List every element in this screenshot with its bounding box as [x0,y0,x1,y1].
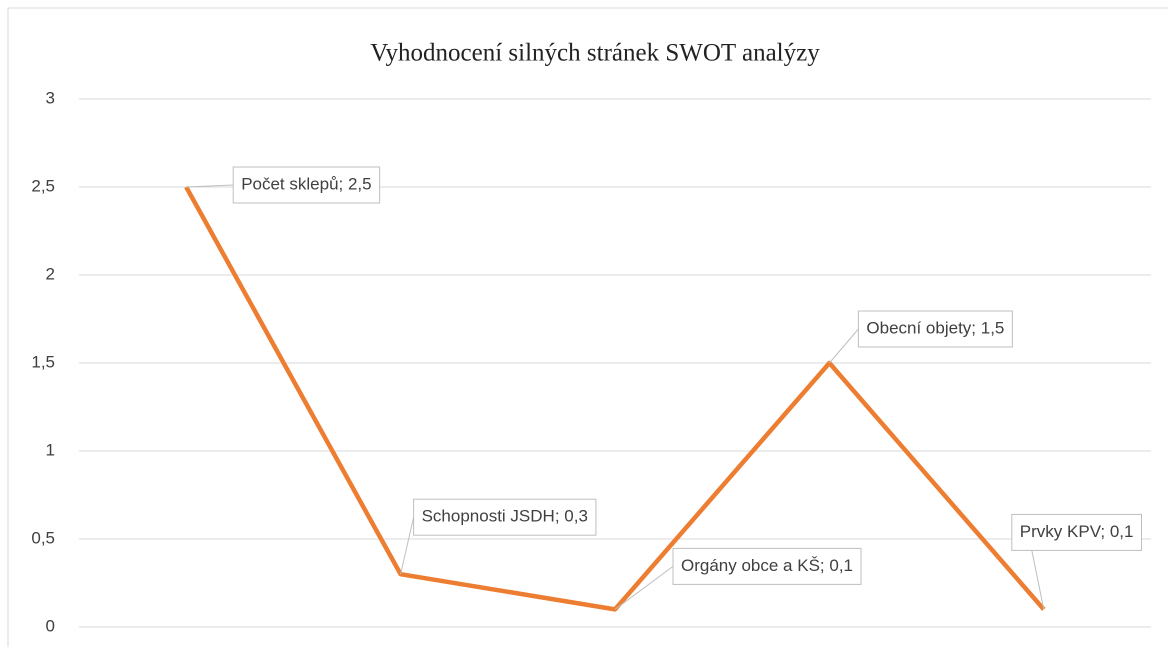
callout-line [614,565,674,610]
data-label: Schopnosti JSDH; 0,3 [422,507,588,526]
chart-frame [7,7,1168,647]
y-tick-label: 1,5 [31,352,55,371]
chart-title: Vyhodnocení silných stránek SWOT analýzy [370,40,820,67]
data-label: Prvky KPV; 0,1 [1020,522,1134,541]
data-label-box [672,547,862,585]
data-label: Orgány obce a KŠ; 0,1 [681,556,853,575]
y-tick-label: 0,5 [31,528,55,547]
data-label-box [413,498,597,536]
data-label: Počet sklepů; 2,5 [241,174,371,193]
callout-line [1031,550,1045,610]
y-tick-label: 0 [46,616,55,635]
callout-line [400,517,415,575]
data-label: Obecní objety; 1,5 [866,318,1004,337]
y-tick-label: 1 [46,440,55,459]
data-label-box [857,310,1013,348]
callout-line [829,328,859,364]
data-label-box [232,166,381,204]
line-series [184,185,1046,612]
data-label-box [1011,513,1142,551]
y-tick-label: 3 [46,88,55,107]
y-tick-label: 2 [46,264,55,283]
y-tick-label: 2,5 [31,176,55,195]
callout-line [186,184,234,188]
